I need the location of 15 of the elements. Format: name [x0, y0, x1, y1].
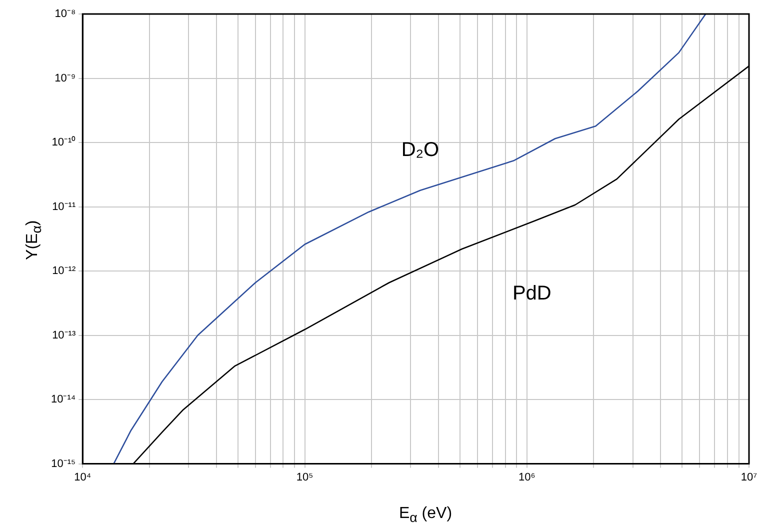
y-tick-label: 10⁻¹² [52, 265, 76, 278]
y-tick-label: 10⁻¹⁴ [51, 394, 76, 406]
text: PdD [512, 282, 552, 305]
y-tick-label: 10⁻¹¹ [52, 200, 76, 213]
series-label: D₂O [401, 138, 440, 161]
x-tick-label: 10⁵ [296, 471, 314, 484]
y-tick-label: 10⁻¹⁰ [52, 136, 76, 149]
x-axis-title: E$_{α}$ (eV) [398, 505, 454, 526]
y-tick-label: 10⁻¹⁵ [51, 458, 76, 470]
y-tick-label: 10⁻⁹ [54, 72, 76, 84]
x-tick-label: 10⁴ [74, 471, 92, 484]
x-tick-label: 10⁶ [518, 471, 536, 484]
y-tick-label: 10⁻⁸ [54, 8, 76, 20]
x-tick-label: 10⁷ [740, 471, 758, 484]
y-tick-label: 10⁻¹³ [52, 329, 76, 342]
